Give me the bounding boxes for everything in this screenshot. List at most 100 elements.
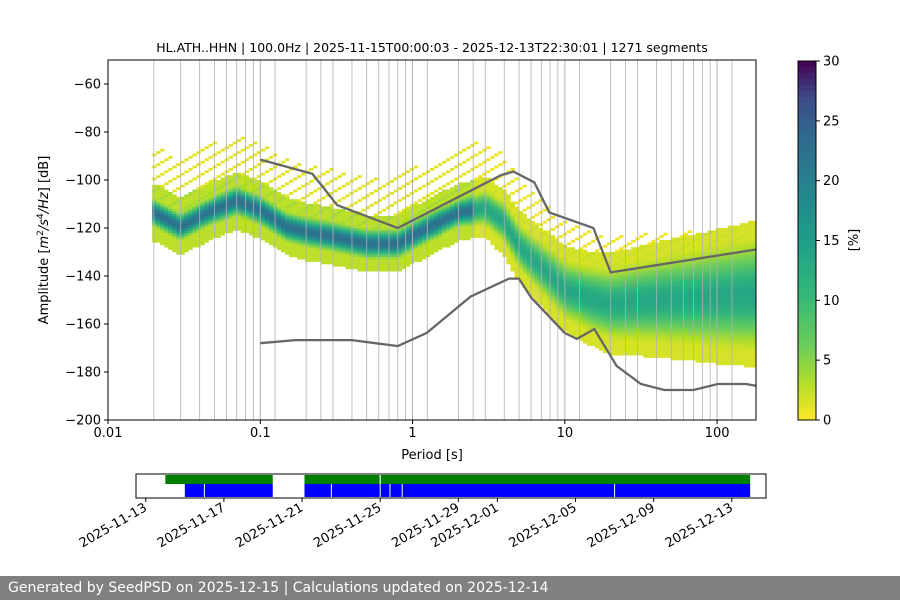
psd-cell [321, 261, 326, 265]
psd-cell [719, 312, 725, 315]
psd-cell [663, 276, 668, 279]
psd-cell [317, 252, 322, 255]
psd-cell [651, 283, 656, 286]
psd-cell [534, 283, 539, 286]
psd-cell [711, 244, 717, 248]
psd-cell [655, 266, 660, 270]
psd-cell [297, 256, 302, 260]
psd-cell [663, 297, 668, 301]
psd-cell [603, 276, 608, 279]
psd-cell [377, 268, 382, 272]
psd-cell [659, 247, 664, 250]
psd-cell [619, 336, 624, 339]
psd-cell [293, 189, 298, 193]
psd-cell [188, 223, 193, 226]
psd-cell [671, 343, 676, 346]
psd-cell [240, 189, 246, 193]
psd-cell [611, 312, 616, 315]
psd-cell [454, 192, 459, 195]
psd-cell [735, 295, 741, 298]
psd-cell [699, 283, 704, 286]
psd-cell [285, 216, 290, 219]
psd-cell [735, 268, 741, 272]
psd-cell [550, 300, 556, 303]
psd-cell [639, 302, 644, 306]
psd-cell [486, 158, 491, 162]
psd-cell [421, 225, 427, 229]
psd-cell [188, 240, 193, 243]
psd-cell [574, 314, 580, 318]
psd-cell [437, 163, 443, 166]
psd-cell [385, 268, 390, 272]
psd-cell [627, 271, 632, 274]
psd-cell [329, 230, 334, 234]
psd-cell [152, 208, 157, 212]
psd-cell [285, 158, 290, 162]
psd-cell [232, 180, 238, 183]
psd-cell [297, 228, 302, 231]
psd-cell [285, 242, 290, 246]
psd-cell [313, 252, 318, 255]
psd-cell [675, 249, 680, 253]
psd-cell [252, 141, 258, 145]
psd-cell [216, 175, 221, 178]
psd-cell [683, 326, 688, 330]
psd-cell [679, 314, 684, 318]
psd-cell [498, 235, 503, 238]
psd-cell [522, 220, 527, 224]
psd-cell [252, 206, 258, 210]
psd-cell [458, 163, 463, 166]
psd-cell [574, 261, 580, 265]
psd-cell [498, 208, 503, 212]
psd-cell [220, 148, 225, 152]
psd-cell [494, 232, 499, 236]
psd-cell [252, 225, 258, 229]
psd-cell [599, 283, 604, 286]
psd-cell [631, 333, 636, 337]
psd-cell [168, 180, 173, 183]
psd-cell [164, 230, 169, 234]
psd-cell [397, 187, 403, 190]
psd-cell [594, 273, 600, 277]
psd-cell [538, 283, 543, 286]
psd-cell [264, 192, 270, 195]
psd-cell [599, 264, 604, 267]
psd-cell [675, 352, 680, 356]
psd-cell [180, 160, 185, 164]
psd-cell [297, 232, 302, 236]
psd-cell [192, 237, 197, 241]
psd-cell [180, 252, 185, 255]
psd-cell [607, 324, 612, 327]
psd-cell [244, 208, 250, 212]
psd-cell [204, 235, 209, 238]
psd-cell [651, 249, 656, 253]
psd-cell [695, 285, 700, 289]
psd-cell [546, 261, 551, 265]
psd-cell [599, 266, 604, 270]
psd-cell [429, 168, 435, 171]
psd-cell [558, 259, 564, 262]
psd-cell [619, 312, 624, 315]
psd-cell [228, 223, 233, 226]
psd-cell [252, 228, 258, 231]
psd-cell [647, 244, 652, 248]
psd-cell [289, 235, 294, 238]
psd-cell [538, 256, 543, 260]
psd-cell [289, 240, 294, 243]
psd-cell [345, 182, 350, 186]
psd-cell [361, 264, 366, 267]
psd-cell [699, 235, 704, 238]
psd-cell [735, 345, 741, 349]
psd-cell [719, 355, 725, 358]
psd-cell [446, 240, 451, 243]
psd-cell [494, 220, 499, 224]
psd-cell [462, 148, 467, 152]
psd-cell [655, 333, 660, 337]
psd-cell [574, 237, 580, 241]
psd-cell [462, 187, 467, 190]
psd-cell [699, 355, 704, 358]
psd-cell [446, 182, 451, 186]
psd-cell [639, 288, 644, 291]
psd-cell [590, 273, 596, 277]
psd-cell [703, 360, 708, 363]
